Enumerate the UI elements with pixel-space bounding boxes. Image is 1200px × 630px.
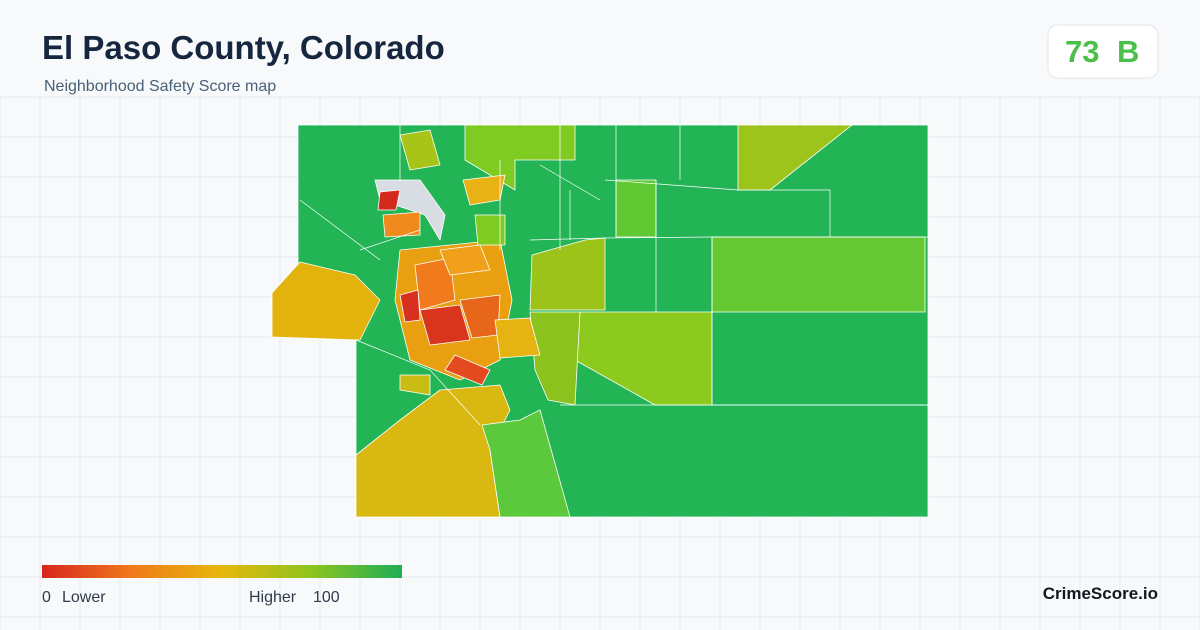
map-region — [481, 409, 571, 518]
region-border — [299, 199, 381, 261]
map-region — [444, 354, 491, 386]
legend-min: 0 — [42, 589, 51, 606]
map-region — [494, 317, 541, 359]
brand: CrimeScore.io — [1043, 584, 1158, 603]
map-region — [399, 289, 421, 323]
map-region — [377, 189, 401, 211]
map-region — [399, 129, 441, 171]
region-border — [604, 179, 831, 237]
region-border — [355, 339, 481, 426]
map-region — [711, 236, 926, 313]
score-grade: B — [1117, 34, 1139, 69]
page-title: El Paso County, Colorado — [42, 29, 445, 66]
map-region — [529, 237, 606, 311]
map-region — [355, 384, 511, 518]
map-region — [419, 304, 471, 346]
map-region — [529, 311, 581, 406]
legend-max: 100 — [313, 589, 340, 606]
page-subtitle: Neighborhood Safety Score map — [44, 78, 276, 95]
region-border — [529, 236, 928, 241]
map-region — [439, 244, 491, 276]
county-map — [271, 124, 929, 518]
legend-max-label: Higher — [249, 589, 297, 606]
map-region — [382, 211, 421, 238]
map-region — [399, 374, 431, 396]
map-region — [271, 261, 381, 341]
region-border — [359, 229, 421, 251]
map-region — [615, 179, 657, 238]
legend-min-label: Lower — [62, 589, 106, 606]
map-region — [464, 124, 576, 191]
region-border — [539, 164, 601, 201]
map-region — [462, 174, 506, 206]
score-badge — [1047, 24, 1159, 79]
legend-gradient — [42, 565, 402, 578]
map-region — [474, 214, 506, 246]
score-value: 73 — [1065, 34, 1099, 69]
